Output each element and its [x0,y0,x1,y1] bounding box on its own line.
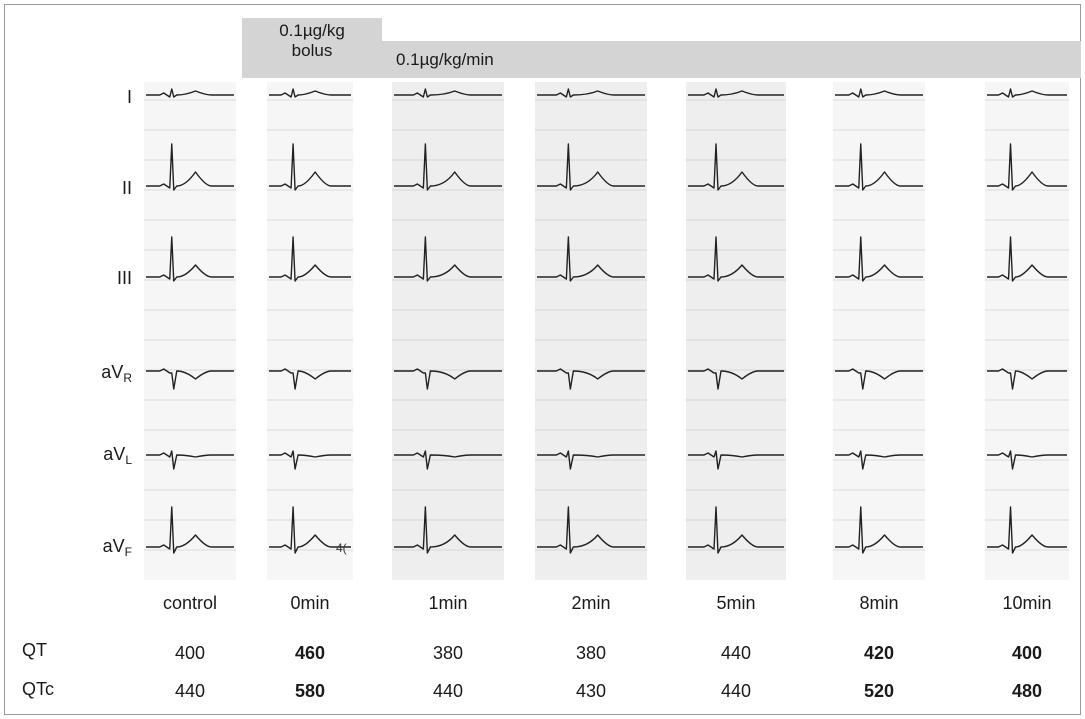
ecg-trace [146,506,234,554]
qt-value: 380 [432,643,464,663]
qt-value: 400 [174,643,206,663]
ecg-trace [987,368,1067,390]
ecg-column-1 [267,82,353,580]
qtc-value: 440 [432,681,464,701]
ecg-trace [537,88,645,98]
lead-label-i: I [126,87,132,107]
ecg-trace [394,450,502,470]
ecg-trace [688,236,784,282]
lead-label-iii: III [116,268,132,288]
ecg-paper [686,82,786,580]
row-label-qtc: QTc [22,679,55,699]
ecg-paper [144,82,236,580]
column-label-5min: 5min [716,593,756,613]
column-label-1min: 1min [428,593,468,613]
ecg-trace [835,450,923,470]
ecg-trace [394,143,502,191]
ecg-trace [394,368,502,390]
strip-annotation: 4( [336,541,347,555]
ecg-trace [987,236,1067,282]
ecg-trace [394,88,502,98]
row-label-qt: QT [22,640,47,660]
column-label-8min: 8min [859,593,899,613]
ecg-trace [835,236,923,282]
bolus-band [242,18,382,78]
infusion-label: 0.1µg/kg/min [396,50,494,69]
ecg-trace [835,88,923,98]
qt-value: 400 [1011,643,1043,663]
lead-label-ii: II [121,178,132,198]
ecg-trace [688,88,784,98]
column-label-2min: 2min [571,593,611,613]
bolus-label-dose: 0.1µg/kg [279,21,345,40]
ecg-trace [269,236,351,282]
ecg-trace [537,143,645,191]
qtc-value: 440 [174,681,206,701]
ecg-trace [394,236,502,282]
qtc-value: 580 [294,681,326,701]
ecg-trace [688,506,784,554]
ecg-trace [146,368,234,390]
bolus-label: 0.1µg/kg bolus [242,21,382,61]
ecg-trace [269,506,351,554]
column-label-10min: 10min [1002,593,1052,613]
ecg-trace [269,450,351,470]
ecg-column-5 [833,82,925,580]
ecg-trace [269,368,351,390]
lead-label-avr: aVR [101,362,132,385]
ecg-paper [833,82,925,580]
ecg-trace [269,143,351,191]
ecg-trace [146,450,234,470]
ecg-column-3 [535,82,647,580]
qtc-value: 440 [720,681,752,701]
ecg-trace [987,88,1067,98]
ecg-paper [535,82,647,580]
column-label-0min: 0min [290,593,330,613]
qt-value: 420 [863,643,895,663]
lead-label-avf: aVF [102,536,132,559]
ecg-trace [146,143,234,191]
figure-border [4,4,1081,715]
ecg-trace [688,143,784,191]
ecg-trace [146,236,234,282]
ecg-trace [269,88,351,98]
ecg-trace [537,506,645,554]
ecg-trace [987,143,1067,191]
qtc-value: 520 [863,681,895,701]
ecg-trace [835,143,923,191]
ecg-trace [688,450,784,470]
ecg-trace [146,88,234,98]
column-label-control: control [162,593,218,613]
infusion-band [382,41,1081,78]
ecg-trace [688,368,784,390]
ecg-column-0 [144,82,236,580]
qt-value: 380 [575,643,607,663]
ecg-trace [987,506,1067,554]
qt-value: 440 [720,643,752,663]
ecg-trace [835,506,923,554]
ecg-trace [987,450,1067,470]
ecg-trace [537,450,645,470]
qt-value: 460 [294,643,326,663]
lead-label-avl: aVL [103,444,132,467]
ecg-paper [392,82,504,580]
bolus-label-type: bolus [291,41,333,60]
ecg-column-4 [686,82,786,580]
qtc-value: 430 [575,681,607,701]
ecg-paper [267,82,353,580]
ecg-trace [394,506,502,554]
ecg-column-6 [985,82,1069,580]
ecg-paper [985,82,1069,580]
ecg-trace [537,236,645,282]
qtc-value: 480 [1011,681,1043,701]
ecg-column-2 [392,82,504,580]
ecg-trace [835,368,923,390]
ecg-trace [537,368,645,390]
